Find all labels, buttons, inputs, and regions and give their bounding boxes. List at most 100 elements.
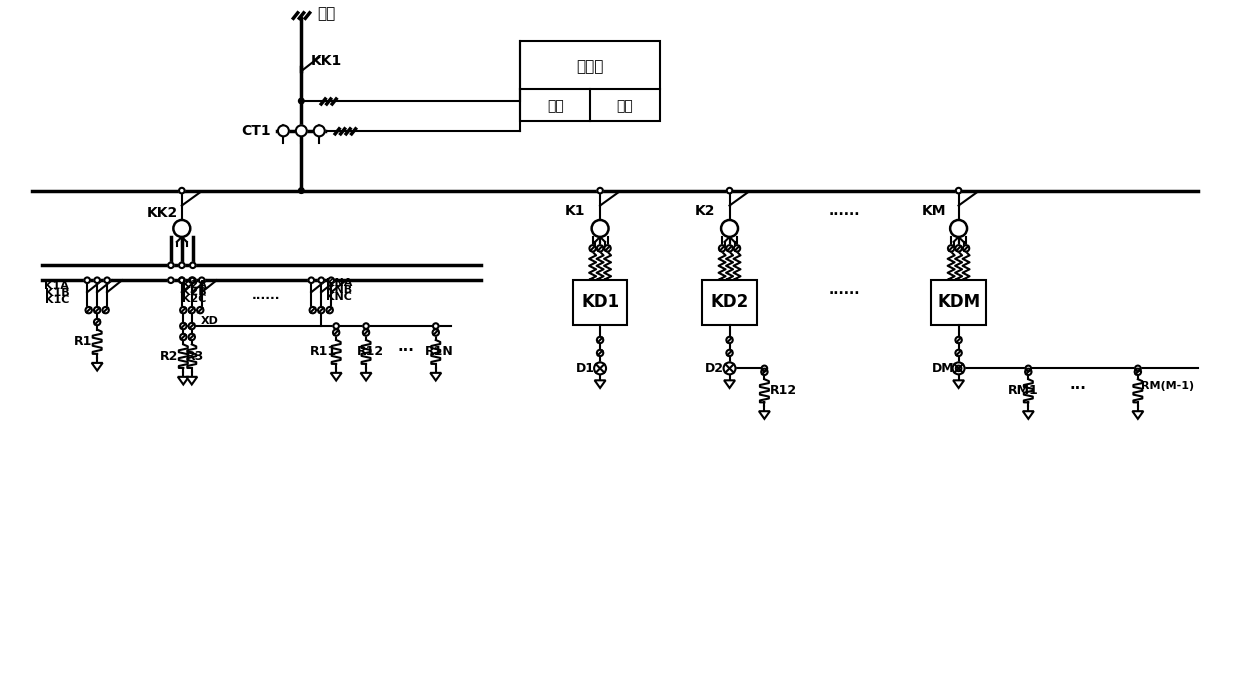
Text: KNA: KNA <box>326 278 352 288</box>
Circle shape <box>198 277 205 283</box>
Text: KM: KM <box>921 204 946 217</box>
Circle shape <box>727 337 733 343</box>
Text: ···: ··· <box>1070 381 1086 396</box>
Text: ···: ··· <box>398 344 414 358</box>
Circle shape <box>727 188 733 194</box>
Circle shape <box>1025 366 1032 371</box>
Circle shape <box>1025 369 1032 375</box>
Circle shape <box>309 277 314 283</box>
Circle shape <box>950 220 967 237</box>
Circle shape <box>278 126 289 136</box>
Text: K1A: K1A <box>45 281 69 291</box>
Polygon shape <box>177 377 188 385</box>
Circle shape <box>179 277 185 283</box>
Bar <box>573 279 627 325</box>
Circle shape <box>604 245 611 252</box>
Text: K2A: K2A <box>182 280 207 290</box>
Circle shape <box>197 307 203 313</box>
Circle shape <box>727 245 733 252</box>
Circle shape <box>180 323 186 329</box>
Circle shape <box>952 362 965 375</box>
Circle shape <box>955 245 962 252</box>
Text: 进线: 进线 <box>317 6 335 21</box>
Circle shape <box>84 277 91 283</box>
Circle shape <box>598 188 603 194</box>
Circle shape <box>180 334 186 340</box>
Circle shape <box>963 245 970 252</box>
Circle shape <box>947 245 955 252</box>
Text: R3: R3 <box>186 350 203 362</box>
Bar <box>521 41 660 121</box>
Circle shape <box>589 245 595 252</box>
Text: KD1: KD1 <box>582 293 619 311</box>
Text: 电压: 电压 <box>547 99 564 113</box>
Circle shape <box>363 329 370 335</box>
Text: R1: R1 <box>74 335 93 348</box>
Circle shape <box>596 350 604 356</box>
Polygon shape <box>759 411 770 419</box>
Polygon shape <box>430 373 441 381</box>
Circle shape <box>761 369 768 375</box>
Circle shape <box>433 329 439 335</box>
Text: D2: D2 <box>706 362 724 375</box>
Text: 电流: 电流 <box>616 99 634 113</box>
Polygon shape <box>361 373 372 381</box>
Circle shape <box>319 277 324 283</box>
Circle shape <box>596 337 604 343</box>
Text: R12: R12 <box>356 346 383 358</box>
Text: KNC: KNC <box>326 292 352 302</box>
Circle shape <box>86 307 92 313</box>
Text: K2C: K2C <box>182 294 206 304</box>
Circle shape <box>761 366 768 371</box>
Text: D1: D1 <box>575 362 595 375</box>
Bar <box>702 279 756 325</box>
Circle shape <box>94 319 100 325</box>
Text: 控制器: 控制器 <box>577 59 604 74</box>
Text: K1: K1 <box>565 204 585 217</box>
Circle shape <box>103 307 109 313</box>
Circle shape <box>179 188 185 194</box>
Circle shape <box>188 323 195 329</box>
Circle shape <box>190 277 196 283</box>
Text: RM1: RM1 <box>1008 384 1039 398</box>
Circle shape <box>1135 366 1141 371</box>
Text: ......: ...... <box>252 289 280 302</box>
Text: DM: DM <box>932 362 955 375</box>
Text: KK1: KK1 <box>310 54 342 68</box>
Circle shape <box>334 323 339 329</box>
Circle shape <box>179 263 185 268</box>
Bar <box>931 279 986 325</box>
Text: K1C: K1C <box>45 295 69 305</box>
Circle shape <box>596 245 604 252</box>
Text: KD2: KD2 <box>711 293 749 311</box>
Polygon shape <box>724 380 735 388</box>
Circle shape <box>296 126 306 136</box>
Circle shape <box>329 277 334 283</box>
Circle shape <box>174 220 190 237</box>
Circle shape <box>169 277 174 283</box>
Circle shape <box>719 245 725 252</box>
Circle shape <box>94 307 100 313</box>
Circle shape <box>1135 369 1141 375</box>
Circle shape <box>169 263 174 268</box>
Circle shape <box>94 277 100 283</box>
Text: ......: ...... <box>828 204 859 217</box>
Circle shape <box>722 220 738 237</box>
Circle shape <box>433 323 439 329</box>
Circle shape <box>334 329 340 335</box>
Text: XD: XD <box>201 316 218 326</box>
Text: R2: R2 <box>160 350 179 362</box>
Polygon shape <box>1023 411 1034 419</box>
Circle shape <box>180 307 186 313</box>
Text: RM(M-1): RM(M-1) <box>1141 381 1194 391</box>
Polygon shape <box>1132 411 1143 419</box>
Text: KDM: KDM <box>937 293 980 311</box>
Polygon shape <box>331 373 342 381</box>
Circle shape <box>104 277 110 283</box>
Circle shape <box>190 263 196 268</box>
Text: KK2: KK2 <box>146 205 177 219</box>
Circle shape <box>734 245 740 252</box>
Polygon shape <box>92 363 103 371</box>
Text: CT1: CT1 <box>242 124 272 138</box>
Text: R11: R11 <box>310 346 337 358</box>
